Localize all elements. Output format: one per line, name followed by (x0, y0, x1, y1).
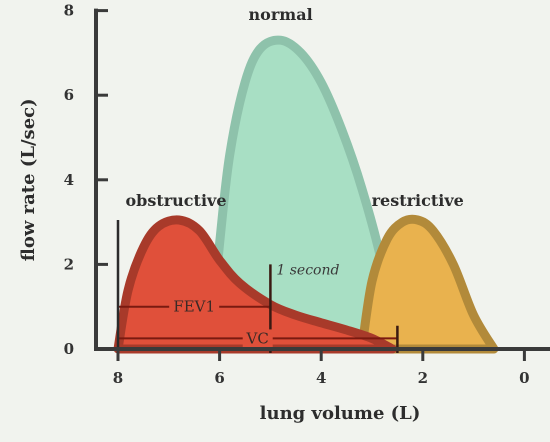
x-ticks: 8 6 4 2 0 (113, 349, 530, 387)
x-tick-label: 0 (519, 369, 529, 387)
y-tick-label: 4 (64, 171, 74, 189)
axes: 0 2 4 6 8 8 6 4 2 0 (64, 2, 550, 387)
area-restrictive (357, 214, 499, 354)
series-label-obstructive: obstructive (125, 191, 226, 210)
x-axis-title: lung volume (L) (260, 403, 421, 424)
x-tick-label: 4 (316, 369, 326, 387)
y-tick-label: 6 (64, 86, 74, 104)
one-second-label: 1 second (276, 262, 339, 278)
x-tick-label: 8 (113, 369, 123, 387)
series-label-normal: normal (249, 5, 313, 24)
series-label-restrictive: restrictive (372, 191, 464, 210)
vc-label-background (242, 329, 273, 348)
series-labels: normal restrictive obstructive (125, 5, 463, 210)
vc-label: VC (246, 329, 269, 347)
area-obstructive (113, 215, 397, 354)
x-tick-label: 6 (214, 369, 224, 387)
fev1-label-background (169, 297, 220, 316)
area-normal (204, 35, 402, 354)
y-tick-label: 8 (64, 2, 74, 20)
y-tick-label: 0 (64, 340, 74, 358)
y-axis-title: flow rate (L/sec) (18, 98, 39, 261)
y-ticks: 0 2 4 6 8 (64, 2, 108, 358)
x-tick-label: 2 (418, 369, 428, 387)
y-tick-label: 2 (64, 255, 74, 273)
fev1-label: FEV1 (173, 298, 215, 316)
series-areas (113, 35, 499, 354)
